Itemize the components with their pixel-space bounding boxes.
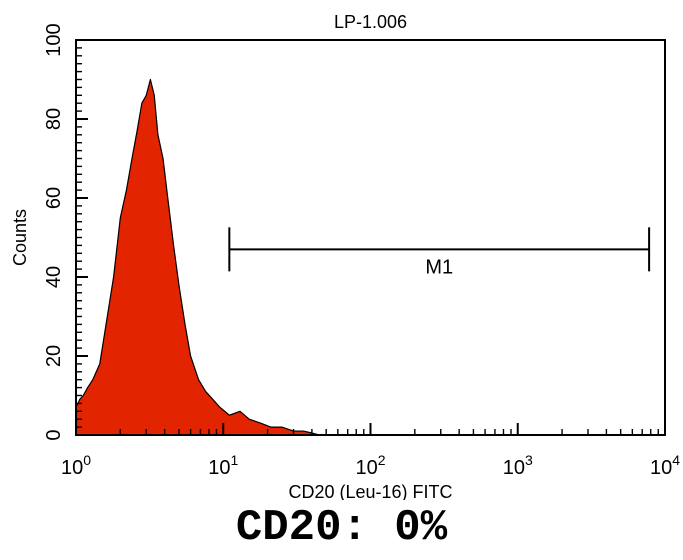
x-tick-label: 100 xyxy=(61,452,91,479)
chart-title: LP-1.006 xyxy=(334,12,407,32)
y-tick-label: 40 xyxy=(43,266,65,288)
x-tick-exponent: 0 xyxy=(83,452,91,468)
y-tick-label: 80 xyxy=(43,108,65,130)
x-tick-exponent: 1 xyxy=(230,452,238,468)
plot-area xyxy=(75,78,321,436)
x-tick-label: 101 xyxy=(208,452,238,479)
x-tick-exponent: 2 xyxy=(378,452,386,468)
y-tick-label: 60 xyxy=(43,187,65,209)
x-tick-exponent: 4 xyxy=(672,452,680,468)
x-axis-label: CD20 (Leu-16) FITC xyxy=(288,482,452,500)
x-tick-exponent: 3 xyxy=(525,452,533,468)
y-tick-label: 0 xyxy=(43,429,65,440)
histogram-series-0 xyxy=(75,78,321,436)
x-tick-label: 103 xyxy=(503,452,533,479)
result-caption: CD20: 0% xyxy=(235,503,448,553)
y-axis-label: Counts xyxy=(10,209,30,266)
y-tick-label: 100 xyxy=(43,23,65,56)
y-tick-label: 20 xyxy=(43,345,65,367)
marker-label: M1 xyxy=(425,256,453,278)
marker-gates: M1 xyxy=(228,227,651,278)
x-tick-label: 104 xyxy=(650,452,680,479)
x-tick-label: 102 xyxy=(355,452,385,479)
